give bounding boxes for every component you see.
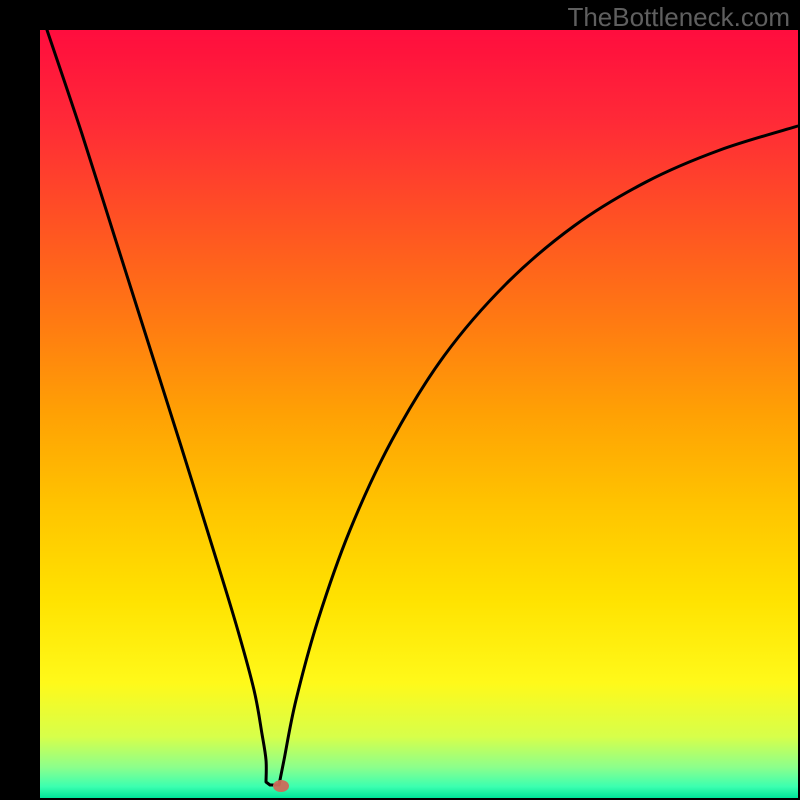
watermark-text: TheBottleneck.com (567, 2, 790, 33)
chart-container: TheBottleneck.com (0, 0, 800, 800)
curve-layer (0, 0, 800, 800)
optimal-point-marker (273, 780, 289, 792)
bottleneck-curve (47, 30, 798, 785)
